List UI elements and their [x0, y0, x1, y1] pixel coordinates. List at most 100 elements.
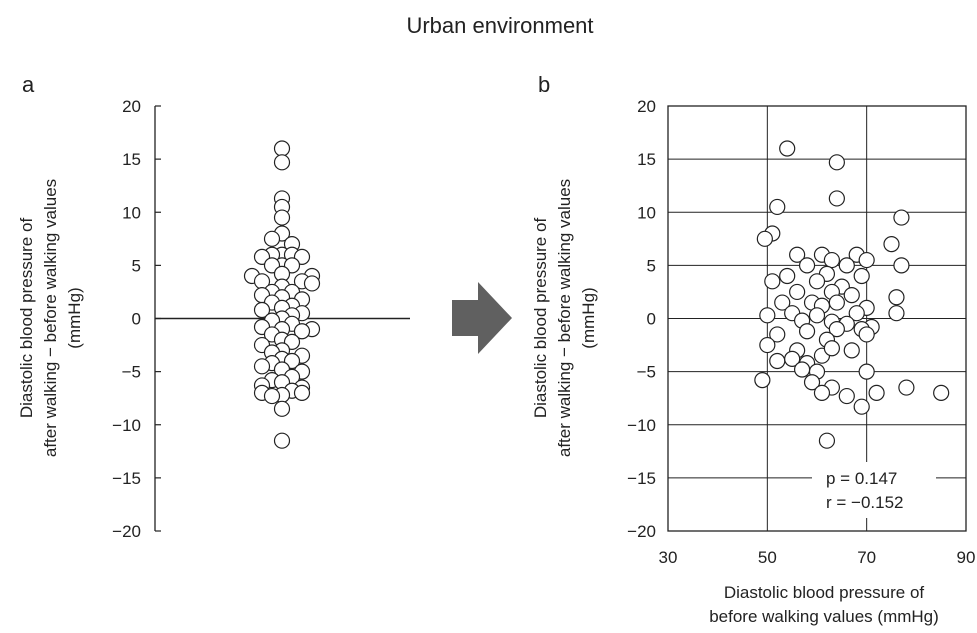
panel-a-data-point [273, 154, 291, 171]
panel-a-data-point [253, 301, 271, 319]
panel-b-data-point [888, 305, 905, 322]
panel-a-data-point [293, 323, 311, 340]
panel-a-ylabel-line-2: after walking − before walking values [41, 179, 60, 457]
panel-b-x-tick-label: 70 [857, 548, 876, 567]
panel-b-ylabel-line-1: Diastolic blood pressure of [531, 218, 550, 419]
panel-b-ylabel-line-2: after walking − before walking values [555, 179, 574, 457]
panel-b-data-point [823, 340, 841, 357]
panel-b-ylabel-line-3: (mmHg) [579, 287, 598, 348]
panel-b-data-point [828, 190, 845, 207]
panel-b-data-point [853, 267, 870, 285]
panel-a-data-point [263, 230, 281, 247]
panel-b-data-point [858, 251, 875, 269]
panel-b-label: b [538, 72, 550, 97]
panel-b-data-point [868, 384, 885, 401]
panel-b-data-point [883, 236, 900, 253]
panel-b-y-tick-label: −15 [627, 469, 656, 488]
panel-a-points [243, 140, 321, 449]
panel-b-points [754, 140, 950, 449]
panel-a-data-point [273, 432, 291, 449]
panel-a-data-point [303, 275, 321, 292]
panel-a: a Diastolic blood pressure of after walk… [17, 72, 410, 541]
panel-a-data-point [293, 384, 311, 401]
panel-b-data-point [789, 246, 806, 263]
panel-b-data-point [888, 289, 905, 306]
panel-b-data-point [828, 294, 845, 311]
panel-a-y-tick-label: 15 [122, 150, 141, 169]
panel-b: b Diastolic blood pressure of after walk… [531, 72, 975, 626]
panel-b-data-point [828, 154, 845, 171]
panel-a-data-point [263, 387, 281, 405]
panel-b-data-point [838, 387, 855, 405]
panel-b-y-tick-label: 10 [637, 203, 656, 222]
panel-b-y-tick-label: 20 [637, 97, 656, 116]
panel-b-data-point [853, 398, 870, 415]
panel-b-xlabel-line-1: Diastolic blood pressure of [724, 583, 925, 602]
panel-b-x-tick-label: 90 [957, 548, 976, 567]
transition-arrow [452, 282, 512, 354]
panel-b-data-point [769, 326, 786, 343]
panel-b-y-tick-label: −20 [627, 522, 656, 541]
stats-box [812, 462, 936, 518]
panel-a-data-point [273, 400, 291, 417]
panel-b-data-point [858, 326, 875, 343]
panel-b-data-point [803, 374, 821, 391]
stats-r-value: r = −0.152 [826, 493, 904, 512]
panel-b-xlabel-line-2: before walking values (mmHg) [709, 607, 939, 626]
panel-b-data-point [793, 361, 811, 378]
panel-b-y-tick-label: 0 [647, 310, 656, 329]
panel-b-data-point [933, 384, 950, 401]
panel-b-data-point [774, 294, 791, 311]
panel-b-data-point [898, 379, 915, 396]
panel-b-data-point [828, 321, 845, 338]
panel-b-data-point [756, 230, 773, 247]
panel-b-y-tick-label: 15 [637, 150, 656, 169]
panel-b-data-point [893, 257, 910, 274]
panel-b-y-tick-label: −5 [637, 363, 656, 382]
panel-b-data-point [838, 257, 855, 274]
panel-b-data-point [779, 140, 796, 157]
panel-a-y-tick-label: 20 [122, 97, 141, 116]
panel-a-data-point [253, 358, 271, 375]
panel-b-data-point [789, 283, 806, 301]
panel-b-data-point [808, 273, 826, 290]
panel-b-data-point [769, 198, 786, 216]
panel-a-data-point [273, 140, 291, 157]
panel-b-data-point [818, 432, 836, 449]
panel-b-x-tick-label: 30 [659, 548, 678, 567]
panel-b-data-point [843, 342, 860, 359]
panel-b-data-point [858, 363, 875, 380]
panel-a-y-tick-label: 10 [122, 203, 141, 222]
panel-a-y-tick-label: −10 [112, 416, 141, 435]
panel-a-y-tick-label: −5 [122, 363, 141, 382]
panel-b-data-point [808, 307, 826, 324]
panel-b-data-point [764, 273, 781, 290]
panel-b-data-point [848, 305, 865, 322]
panel-b-y-tick-label: −10 [627, 416, 656, 435]
panel-a-data-point [273, 209, 291, 226]
panel-b-data-point [823, 251, 841, 269]
panel-a-y-tick-label: −15 [112, 469, 141, 488]
panel-a-ylabel-line-1: Diastolic blood pressure of [17, 218, 36, 419]
panel-b-data-point [893, 209, 910, 226]
panel-b-data-point [759, 307, 776, 324]
panel-a-label: a [22, 72, 35, 97]
panel-b-y-tick-label: 5 [647, 256, 656, 275]
panel-b-data-point [798, 257, 816, 274]
panel-b-data-point [813, 384, 831, 401]
panel-b-data-point [779, 267, 796, 285]
panel-a-y-tick-label: 0 [132, 310, 141, 329]
panel-b-data-point [769, 352, 786, 370]
stats-p-value: p = 0.147 [826, 469, 897, 488]
panel-b-data-point [798, 323, 816, 340]
figure-title: Urban environment [406, 13, 593, 38]
panel-b-x-tick-label: 50 [758, 548, 777, 567]
panel-a-ylabel-line-3: (mmHg) [65, 287, 84, 348]
panel-a-y-tick-label: 5 [132, 256, 141, 275]
panel-a-y-tick-label: −20 [112, 522, 141, 541]
panel-b-data-point [754, 372, 771, 389]
panel-b-data-point [784, 350, 801, 367]
panel-b-data-point [843, 287, 860, 304]
